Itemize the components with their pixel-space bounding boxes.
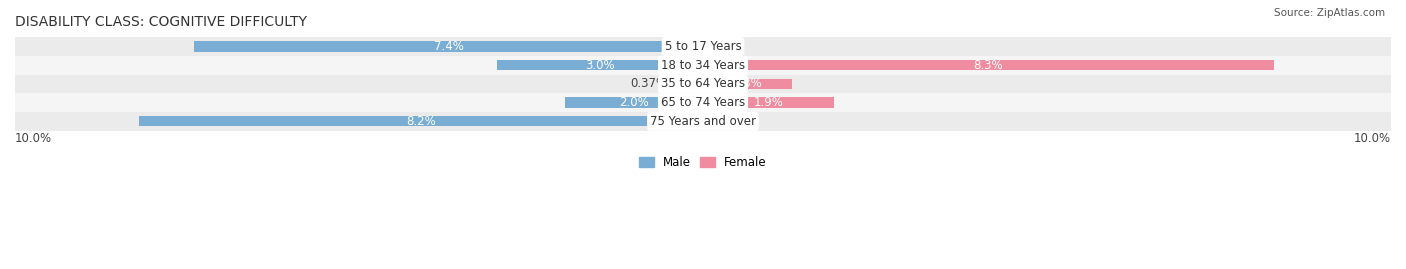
Bar — [194, 41, 703, 52]
Text: 8.2%: 8.2% — [406, 115, 436, 128]
Text: 8.3%: 8.3% — [974, 59, 1004, 72]
Bar — [496, 60, 703, 70]
Bar — [703, 97, 834, 108]
Text: 10.0%: 10.0% — [15, 132, 52, 145]
Text: 35 to 64 Years: 35 to 64 Years — [661, 77, 745, 90]
Bar — [15, 56, 1391, 75]
Text: 18 to 34 Years: 18 to 34 Years — [661, 59, 745, 72]
Bar — [678, 79, 703, 89]
Text: 0.0%: 0.0% — [713, 115, 742, 128]
Text: Source: ZipAtlas.com: Source: ZipAtlas.com — [1274, 8, 1385, 18]
Bar — [15, 75, 1391, 93]
Bar — [139, 116, 703, 126]
Bar — [565, 97, 703, 108]
Bar — [15, 93, 1391, 112]
Text: DISABILITY CLASS: COGNITIVE DIFFICULTY: DISABILITY CLASS: COGNITIVE DIFFICULTY — [15, 15, 307, 29]
Text: 0.37%: 0.37% — [630, 77, 668, 90]
Bar — [15, 112, 1391, 131]
Text: 65 to 74 Years: 65 to 74 Years — [661, 96, 745, 109]
Bar — [703, 79, 793, 89]
Bar — [703, 60, 1274, 70]
Text: 75 Years and over: 75 Years and over — [650, 115, 756, 128]
Legend: Male, Female: Male, Female — [634, 151, 772, 174]
Text: 1.9%: 1.9% — [754, 96, 783, 109]
Text: 5 to 17 Years: 5 to 17 Years — [665, 40, 741, 53]
Text: 3.0%: 3.0% — [585, 59, 614, 72]
Text: 2.0%: 2.0% — [619, 96, 650, 109]
Bar — [15, 37, 1391, 56]
Text: 7.4%: 7.4% — [433, 40, 464, 53]
Text: 10.0%: 10.0% — [1354, 132, 1391, 145]
Text: 0.0%: 0.0% — [713, 40, 742, 53]
Text: 1.3%: 1.3% — [733, 77, 762, 90]
